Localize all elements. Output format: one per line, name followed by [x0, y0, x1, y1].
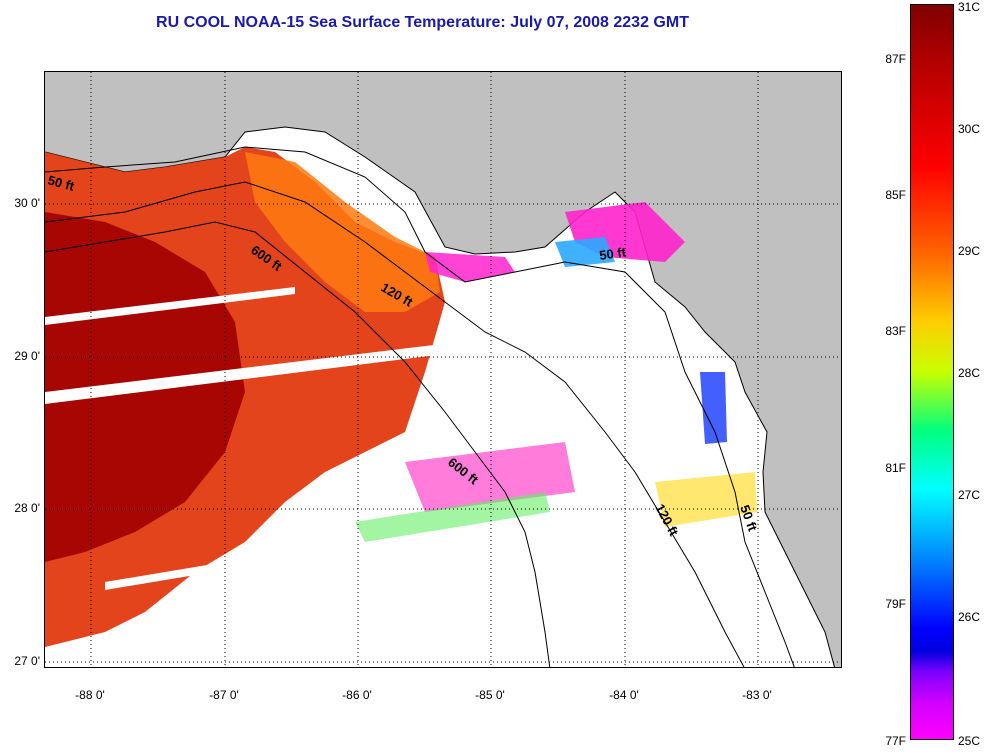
sst-mixed-patch: [655, 472, 757, 527]
map-canvas: 50 ft 600 ft 120 ft 120 ft 50 ft 600 ft …: [45, 72, 841, 667]
colorbar-fahrenheit-tick: 87F: [885, 52, 906, 66]
colorbar-celsius-tick: 26C: [958, 610, 981, 624]
colorbar-celsius-tick: 31C: [958, 0, 981, 14]
colorbar-celsius-tick: 25C: [958, 734, 981, 748]
satellite-gap: [105, 542, 345, 590]
contour-label: 50 ft: [46, 172, 76, 194]
colorbar-celsius-tick: 30C: [958, 122, 981, 136]
colorbar-fahrenheit-tick: 85F: [885, 188, 906, 202]
colorbar-celsius-tick: 27C: [958, 488, 981, 502]
sst-cool-patch: [425, 252, 515, 282]
lat-label: 28 0': [14, 501, 40, 515]
lon-label: -84 0': [609, 688, 639, 702]
sst-mixed-patch: [355, 492, 550, 542]
lon-label: -86 0': [342, 688, 372, 702]
lon-label: -83 0': [742, 688, 772, 702]
sst-cool-patch: [700, 372, 727, 444]
satellite-gap: [45, 334, 525, 404]
contour-600ft: [45, 221, 551, 667]
colorbar-fahrenheit-tick: 79F: [885, 597, 906, 611]
sst-map: 50 ft 600 ft 120 ft 120 ft 50 ft 600 ft …: [44, 71, 842, 668]
lon-label: -87 0': [209, 688, 239, 702]
lon-label: -88 0': [75, 688, 105, 702]
colorbar-fahrenheit-tick: 77F: [885, 734, 906, 748]
sst-orange-band: [245, 152, 440, 312]
satellite-gap: [45, 287, 295, 325]
colorbar-fahrenheit-tick: 81F: [885, 461, 906, 475]
contour-120ft: [45, 181, 745, 667]
contour-50ft: [45, 146, 795, 667]
contour-label: 50 ft: [598, 244, 627, 263]
colorbar-celsius-tick: 29C: [958, 244, 981, 258]
graticule: [45, 72, 841, 667]
lon-label: -85 0': [475, 688, 505, 702]
sst-cool-patch: [555, 237, 615, 267]
map-title: RU COOL NOAA-15 Sea Surface Temperature:…: [156, 14, 689, 31]
lat-label: 30 0': [14, 196, 40, 210]
colorbar-celsius-tick: 28C: [958, 366, 981, 380]
lat-label: 29 0': [14, 349, 40, 363]
temperature-colorbar: [910, 4, 954, 740]
colorbar-fahrenheit-tick: 83F: [885, 324, 906, 338]
lat-label: 27 0': [14, 654, 40, 668]
